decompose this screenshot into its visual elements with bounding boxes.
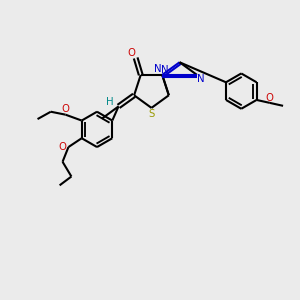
Text: O: O xyxy=(127,48,135,58)
Text: O: O xyxy=(266,93,274,103)
Text: H: H xyxy=(106,97,113,107)
Text: N: N xyxy=(196,74,204,84)
Text: N: N xyxy=(154,64,162,74)
Text: S: S xyxy=(148,110,155,119)
Text: N: N xyxy=(161,65,169,76)
Text: O: O xyxy=(58,142,66,152)
Text: O: O xyxy=(61,104,70,114)
